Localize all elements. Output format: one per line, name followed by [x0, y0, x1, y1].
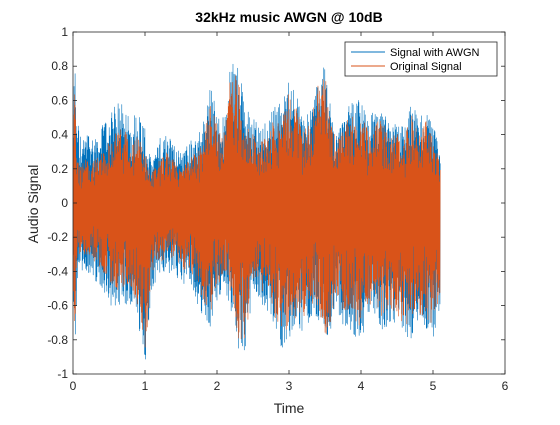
legend-box — [344, 41, 498, 77]
y-axis-label: Audio Signal — [25, 165, 41, 244]
y-tick-label: -0.8 — [47, 333, 68, 347]
x-tick-label: 1 — [142, 379, 149, 393]
y-tick-label: 0.2 — [51, 162, 68, 176]
series-line-original-signal — [73, 75, 441, 348]
x-tick-label: 2 — [214, 379, 221, 393]
y-tick-label: 0.8 — [51, 59, 68, 73]
chart-title: 32kHz music AWGN @ 10dB — [195, 9, 382, 25]
y-tick-label: 0.6 — [51, 93, 68, 107]
x-tick-label: 6 — [502, 379, 509, 393]
legend: Signal with AWGN Original Signal — [344, 41, 498, 77]
y-tick-label: -1 — [57, 367, 68, 381]
y-tick-label: 1 — [61, 25, 68, 39]
y-tick-label: -0.6 — [47, 299, 68, 313]
x-tick-label: 3 — [286, 379, 293, 393]
x-axis-label: Time — [274, 400, 305, 416]
y-tick-label: 0 — [61, 196, 68, 210]
x-tick-label: 0 — [70, 379, 77, 393]
legend-entry: Original Signal — [390, 61, 462, 73]
x-tick-label: 5 — [430, 379, 437, 393]
x-tick-label: 4 — [358, 379, 365, 393]
y-tick-label: -0.2 — [47, 230, 68, 244]
y-tick-label: 0.4 — [51, 128, 68, 142]
legend-entry: Signal with AWGN — [390, 47, 480, 59]
y-tick-label: -0.4 — [47, 264, 68, 278]
